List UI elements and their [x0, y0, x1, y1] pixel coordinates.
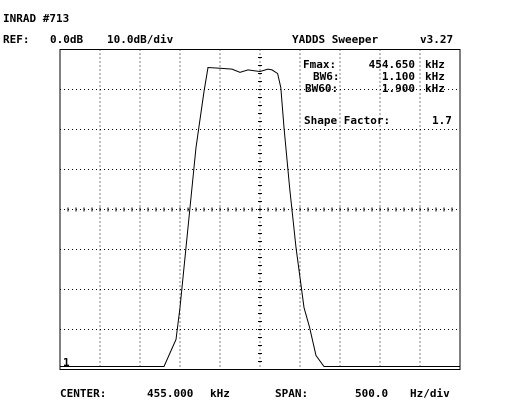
bw60-unit: kHz: [425, 82, 445, 95]
center-ticks: [67, 57, 453, 362]
bw60-label: BW60:: [305, 82, 339, 95]
trace-marker-label: 1: [63, 356, 70, 369]
ref-level: 0.0dB: [50, 33, 84, 46]
app-version: v3.27: [420, 33, 454, 46]
ref-label: REF:: [3, 33, 30, 46]
span-value: 500.0: [355, 387, 389, 400]
filter-title: INRAD #713: [3, 12, 70, 25]
bw60-value: 1.900: [381, 82, 415, 95]
fmax-label: Fmax:: [303, 58, 337, 71]
center-unit: kHz: [210, 387, 230, 400]
response-trace: [60, 66, 460, 367]
fmax-unit: kHz: [425, 58, 445, 71]
shape-factor-value: 1.7: [432, 114, 452, 127]
center-value: 455.000: [147, 387, 194, 400]
app-name: YADDS Sweeper: [292, 33, 379, 46]
span-label: SPAN:: [275, 387, 309, 400]
center-label: CENTER:: [60, 387, 107, 400]
span-unit: Hz/div: [410, 387, 450, 400]
bw6-unit: kHz: [425, 70, 445, 83]
bw6-label: BW6:: [313, 70, 340, 83]
bw6-value: 1.100: [381, 70, 415, 83]
scale-per-div: 10.0dB/div: [107, 33, 174, 46]
fmax-value: 454.650: [368, 58, 415, 71]
shape-factor-label: Shape Factor:: [304, 114, 391, 127]
